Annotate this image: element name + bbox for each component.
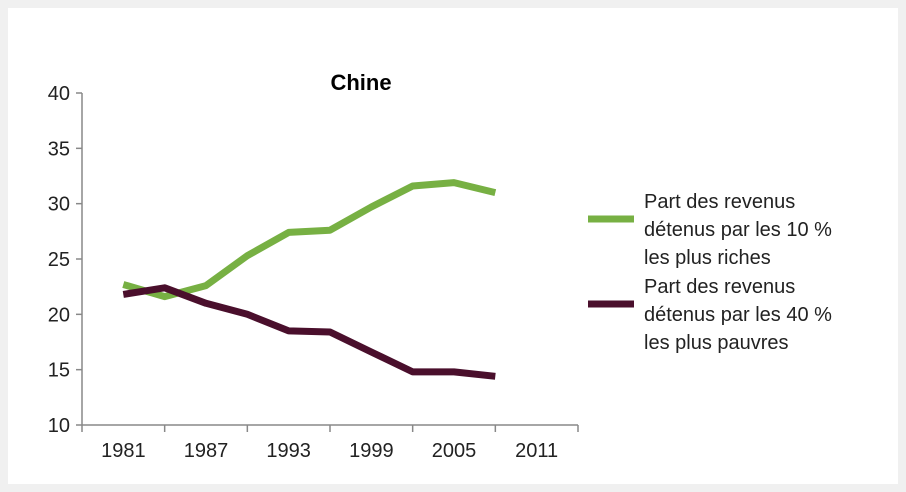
y-tick-label: 30 — [48, 194, 70, 216]
y-tick-label: 35 — [48, 138, 70, 160]
x-tick-label: 2005 — [432, 440, 477, 462]
legend-item-2: Part des revenus détenus par les 40 % les … — [588, 276, 832, 354]
x-tick-label: 1999 — [349, 440, 394, 462]
y-tick-label: 20 — [48, 304, 70, 326]
y-tick-label: 40 — [48, 83, 70, 105]
legend-item-1: Part des revenus détenus par les 10 % les … — [588, 191, 832, 269]
series-line-1 — [122, 179, 497, 301]
chart-title: Chine — [330, 70, 391, 95]
x-tick-label: 2011 — [515, 440, 558, 462]
y-tick-label: 25 — [48, 249, 70, 271]
y-tick-label: 15 — [48, 360, 70, 382]
legend-label: les plus pauvres — [644, 332, 789, 354]
y-tick-label: 10 — [48, 415, 70, 437]
series-lines — [122, 179, 497, 380]
chart-frame: Chine 10 15 20 25 30 35 40 1981 1987 1993 1999 2005… — [8, 8, 898, 484]
legend-label: Part des revenus — [644, 276, 795, 298]
axes: 10 15 20 25 30 35 40 1981 1987 1993 1999 2005 2011 — [48, 83, 579, 462]
series-line-2 — [122, 284, 496, 380]
legend-label: détenus par les 10 % — [644, 219, 832, 241]
legend: Part des revenus détenus par les 10 % les … — [588, 191, 832, 354]
x-tick-label: 1987 — [184, 440, 229, 462]
legend-label: les plus riches — [644, 247, 771, 269]
legend-label: détenus par les 40 % — [644, 304, 832, 326]
legend-label: Part des revenus — [644, 191, 795, 213]
x-tick-label: 1981 — [101, 440, 146, 462]
x-tick-label: 1993 — [266, 440, 311, 462]
line-chart: Chine 10 15 20 25 30 35 40 1981 1987 1993 1999 2005… — [48, 70, 832, 462]
